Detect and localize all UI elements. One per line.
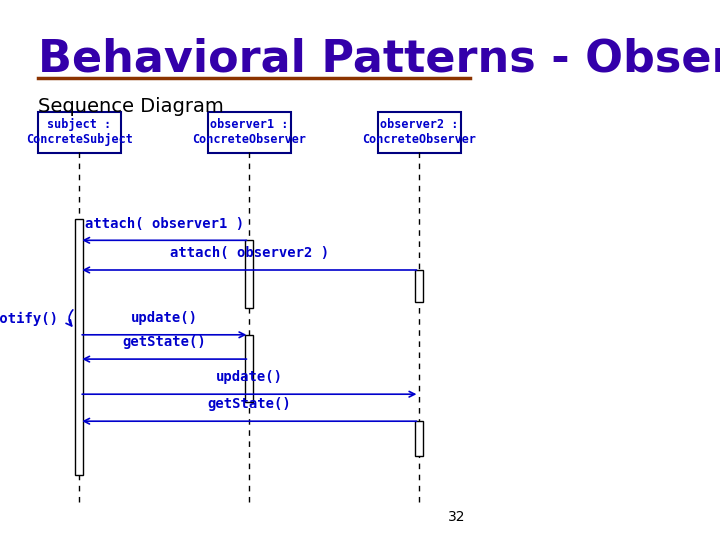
Text: observer1 :
ConcreteObserver: observer1 : ConcreteObserver xyxy=(192,118,306,146)
FancyBboxPatch shape xyxy=(38,112,121,152)
Bar xyxy=(246,335,253,402)
Text: update(): update() xyxy=(131,311,198,325)
Bar xyxy=(75,219,84,475)
Text: getState(): getState() xyxy=(207,397,291,411)
Bar xyxy=(246,240,253,308)
Text: observer2 :
ConcreteObserver: observer2 : ConcreteObserver xyxy=(362,118,477,146)
Bar xyxy=(415,270,423,302)
Text: getState(): getState() xyxy=(122,335,206,349)
Text: 32: 32 xyxy=(448,510,465,524)
Bar xyxy=(415,421,423,456)
Text: update(): update() xyxy=(216,370,283,384)
Text: notify(): notify() xyxy=(0,312,58,326)
Text: Sequence Diagram: Sequence Diagram xyxy=(38,97,224,116)
Text: subject :
ConcreteSubject: subject : ConcreteSubject xyxy=(26,118,132,146)
FancyBboxPatch shape xyxy=(378,112,461,152)
Text: attach( observer1 ): attach( observer1 ) xyxy=(85,217,244,231)
Text: attach( observer2 ): attach( observer2 ) xyxy=(170,246,329,260)
Text: Behavioral Patterns - Observer: Behavioral Patterns - Observer xyxy=(38,38,720,81)
FancyBboxPatch shape xyxy=(208,112,291,152)
